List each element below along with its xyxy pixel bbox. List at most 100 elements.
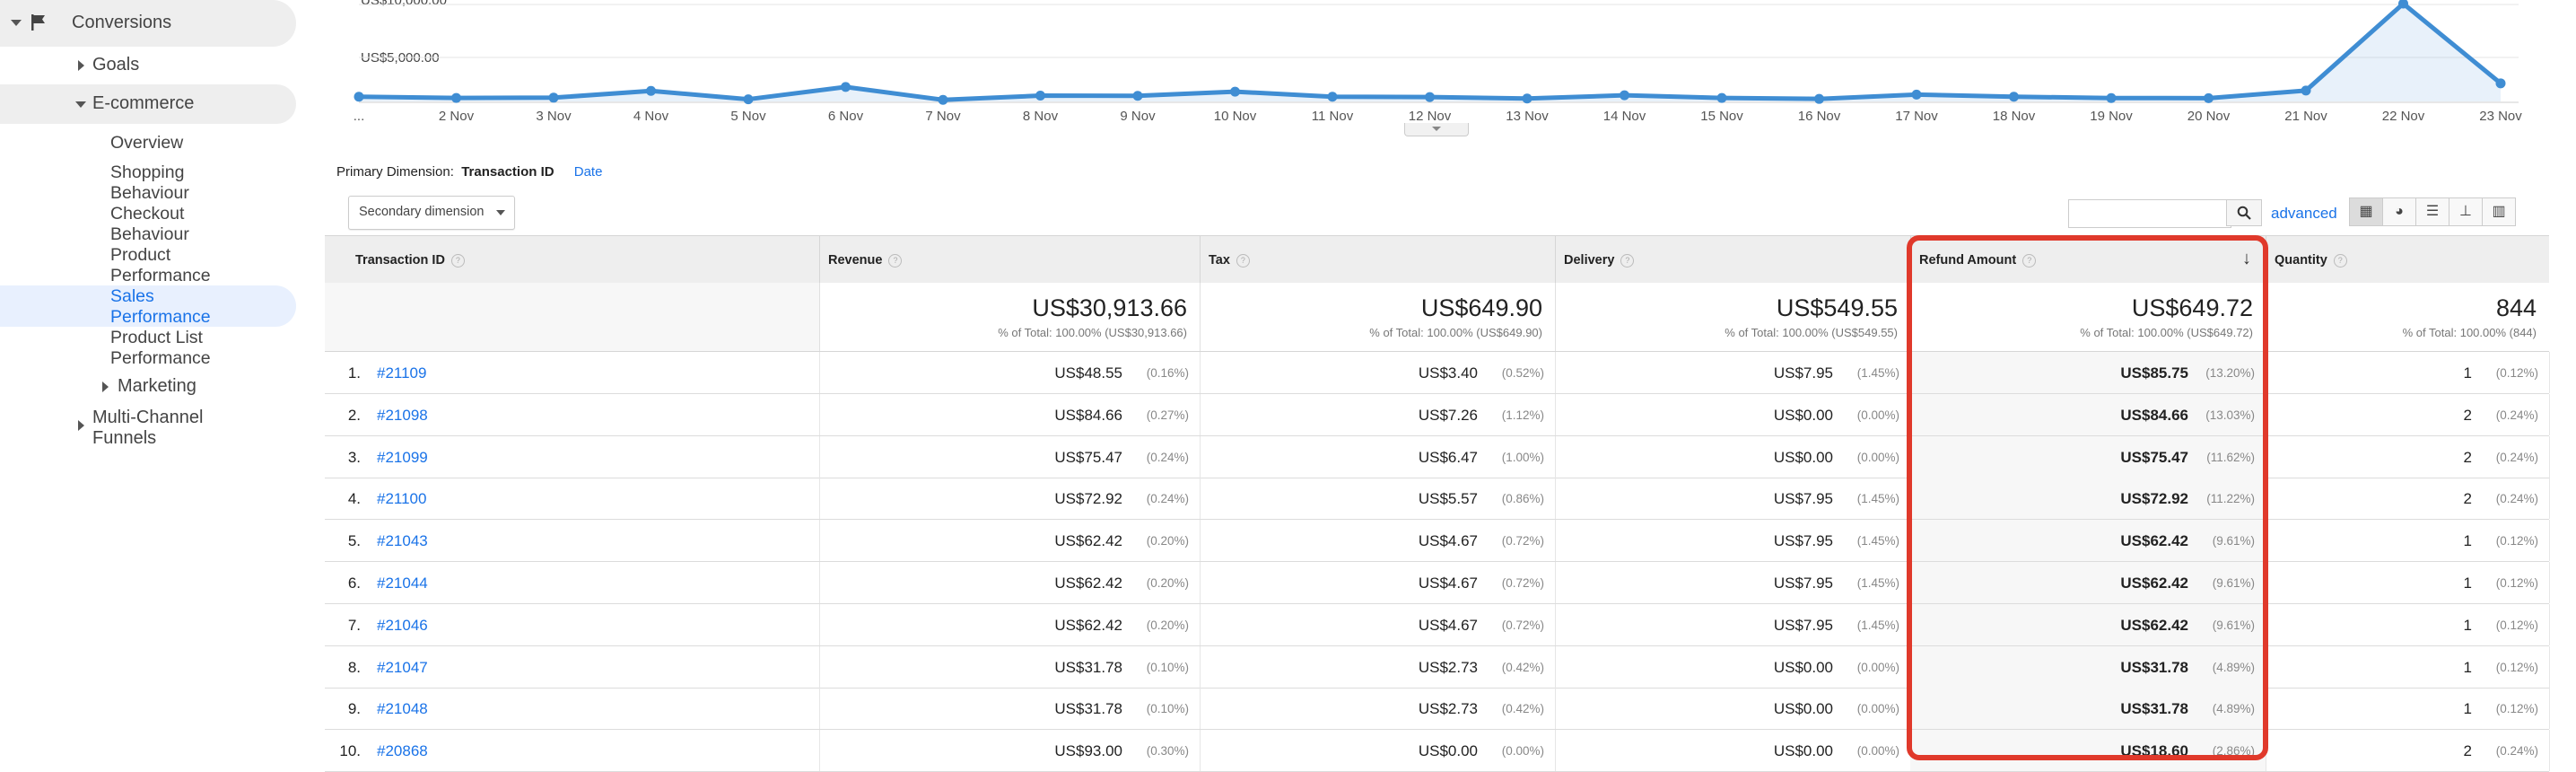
total-value: US$30,913.66	[1032, 294, 1187, 321]
del-cell: US$0.00 (0.00%)	[1555, 435, 1911, 478]
x-tick-label: 22 Nov	[2381, 109, 2425, 124]
data-point[interactable]	[1132, 91, 1143, 101]
overview-chart: US$10,000.00 US$5,000.00 ... 2 Nov 3 Nov 4 …	[332, 0, 2557, 144]
date-dimension-link[interactable]: Date	[573, 164, 603, 180]
column-header-revenue[interactable]: Revenue?	[819, 236, 1201, 283]
column-header-refund-amount[interactable]: Refund Amount? ↓	[1910, 236, 2266, 283]
sidebar-item-product-list-performance[interactable]: Product List Performance	[110, 328, 211, 368]
data-point[interactable]	[1035, 91, 1045, 101]
sidebar-item-overview[interactable]: Overview	[110, 133, 184, 153]
sidebar-item-sales-performance[interactable]: Sales Performance	[110, 286, 211, 327]
metric-value: US$0.00	[1773, 448, 1833, 466]
data-point[interactable]	[2301, 85, 2311, 96]
data-point[interactable]	[1620, 90, 1629, 101]
data-point[interactable]	[451, 92, 461, 103]
help-icon[interactable]: ?	[2022, 253, 2037, 268]
data-point[interactable]	[2495, 78, 2506, 89]
help-icon[interactable]: ?	[2333, 253, 2347, 268]
transaction-id-link[interactable]: #21043	[377, 532, 428, 550]
column-header-delivery[interactable]: Delivery?	[1555, 236, 1911, 283]
help-icon[interactable]: ?	[450, 253, 465, 268]
transaction-id-link[interactable]: #21048	[377, 700, 428, 718]
data-point[interactable]	[354, 92, 364, 102]
secondary-dimension-dropdown[interactable]: Secondary dimension	[348, 196, 515, 230]
column-header-quantity[interactable]: Quantity?	[2266, 236, 2549, 283]
metric-value: 1	[2463, 700, 2472, 718]
column-header-tax[interactable]: Tax?	[1200, 236, 1556, 283]
help-icon[interactable]: ?	[1620, 253, 1635, 268]
pie-view-button[interactable]: ◕	[2382, 197, 2416, 226]
transaction-id-link[interactable]: #21098	[377, 406, 428, 424]
metric-value: US$72.92	[1054, 490, 1122, 508]
metric-percent: (13.03%)	[2205, 408, 2255, 422]
data-point[interactable]	[1425, 92, 1435, 102]
transaction-id-link[interactable]: #21099	[377, 448, 428, 466]
qty-cell: 1 (0.12%)	[2266, 645, 2550, 688]
help-icon[interactable]: ?	[1236, 253, 1250, 268]
sidebar-item-conversions[interactable]	[0, 0, 296, 47]
sidebar-item-ecommerce[interactable]	[0, 84, 296, 124]
transaction-id-link[interactable]: #21047	[377, 658, 428, 676]
x-tick-label: 6 Nov	[827, 109, 864, 124]
data-point[interactable]	[1911, 89, 1922, 100]
search-button[interactable]	[2226, 199, 2262, 226]
sidebar-item-goals[interactable]: Goals	[92, 55, 140, 75]
view-switcher: ▦ ◕ ☰ ⊥ ▥	[2349, 197, 2516, 226]
del-cell: US$7.95 (1.45%)	[1555, 520, 1911, 562]
metric-value: US$6.47	[1418, 448, 1478, 466]
help-icon[interactable]: ?	[888, 253, 903, 268]
transaction-id-link[interactable]: #21044	[377, 575, 428, 592]
sidebar-item-multi-channel-funnels[interactable]: Multi-Channel Funnels	[92, 408, 204, 448]
table-view-button[interactable]: ▦	[2349, 197, 2383, 226]
metric-value: US$5.57	[1418, 490, 1478, 508]
data-point[interactable]	[2009, 92, 2019, 102]
data-point[interactable]	[2106, 92, 2117, 103]
x-tick-label: 23 Nov	[2479, 109, 2522, 124]
rev-cell: US$75.47 (0.24%)	[819, 435, 1201, 478]
data-point[interactable]	[1814, 93, 1824, 104]
qty-cell: 2 (0.24%)	[2266, 478, 2550, 520]
data-point[interactable]	[1230, 86, 1240, 97]
data-point[interactable]	[1716, 92, 1727, 103]
data-point[interactable]	[2398, 0, 2408, 9]
ref-cell: US$85.75 (13.20%)	[1910, 352, 2266, 393]
data-point[interactable]	[743, 94, 754, 105]
transaction-id-link[interactable]: #21046	[377, 616, 428, 634]
transaction-id-link[interactable]: #21109	[377, 364, 427, 382]
data-point[interactable]	[1522, 93, 1533, 104]
table-search-input[interactable]	[2068, 199, 2231, 228]
metric-percent: (0.12%)	[2495, 576, 2538, 590]
x-tick-label: 8 Nov	[1022, 109, 1059, 124]
rev-cell: US$31.78 (0.10%)	[819, 688, 1201, 730]
comparison-view-button[interactable]: ⊥	[2449, 197, 2483, 226]
data-point[interactable]	[1327, 92, 1338, 102]
sidebar-item-shopping-behaviour[interactable]: Shopping Behaviour	[110, 162, 189, 203]
metric-value: US$75.47	[1054, 448, 1122, 466]
transaction-id-link[interactable]: #21100	[377, 490, 427, 508]
column-header-transaction-id[interactable]: Transaction ID?	[325, 236, 820, 283]
transaction-id-link[interactable]: #20868	[377, 742, 428, 760]
metric-percent: (0.72%)	[1501, 576, 1544, 590]
metric-percent: (0.24%)	[2495, 450, 2538, 464]
pivot-view-button[interactable]: ▥	[2482, 197, 2516, 226]
totals-label-cell	[325, 283, 820, 351]
advanced-filter-link[interactable]: advanced	[2271, 205, 2337, 222]
data-point[interactable]	[2204, 92, 2214, 103]
del-cell: US$0.00 (0.00%)	[1555, 730, 1911, 772]
x-tick-label: 13 Nov	[1506, 109, 1549, 124]
sidebar-item-product-performance[interactable]: Product Performance	[110, 245, 211, 285]
data-point[interactable]	[938, 94, 948, 105]
data-point[interactable]	[646, 85, 656, 96]
chevron-down-icon	[11, 20, 22, 26]
chart-collapse-handle[interactable]	[1404, 123, 1469, 136]
metric-value: US$62.42	[2120, 616, 2188, 634]
data-point[interactable]	[548, 92, 559, 103]
performance-view-button[interactable]: ☰	[2415, 197, 2449, 226]
total-value: US$649.90	[1420, 294, 1542, 321]
qty-cell: 1 (0.12%)	[2266, 688, 2550, 730]
chevron-right-icon	[78, 420, 84, 431]
data-point[interactable]	[841, 82, 851, 92]
row-number: 8.	[347, 658, 361, 676]
sidebar-item-marketing[interactable]: Marketing	[118, 376, 196, 396]
sidebar-item-checkout-behaviour[interactable]: Checkout Behaviour	[110, 204, 189, 244]
